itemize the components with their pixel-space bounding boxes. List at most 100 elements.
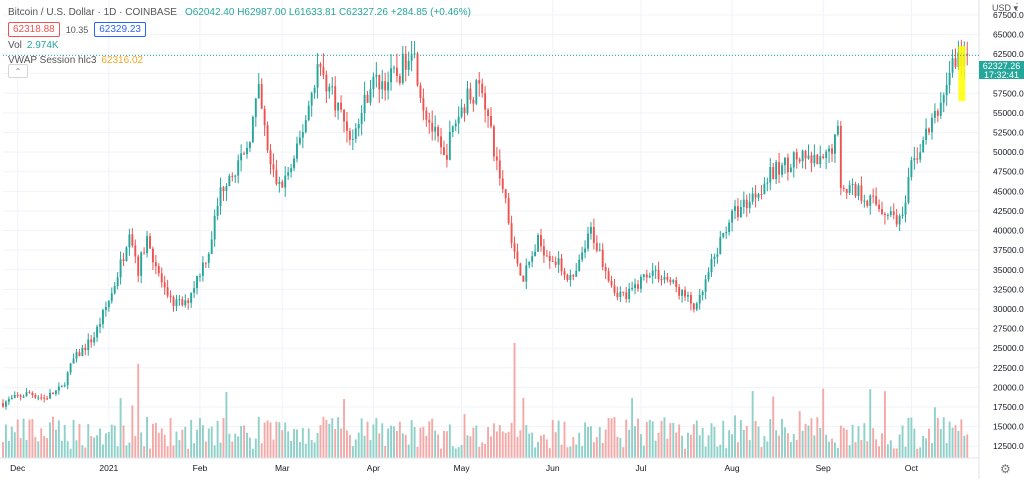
volume-bar bbox=[833, 442, 836, 458]
collapse-legend-button[interactable]: ⌃ bbox=[8, 64, 28, 78]
candle-body bbox=[54, 390, 57, 394]
volume-bar bbox=[93, 437, 96, 458]
candle-body bbox=[542, 246, 545, 256]
candle-body bbox=[807, 155, 810, 159]
candle-body bbox=[440, 136, 442, 148]
volume-bar bbox=[698, 435, 701, 458]
candle-body bbox=[137, 256, 140, 276]
candle-body bbox=[10, 397, 13, 400]
candle-body bbox=[675, 280, 678, 288]
candle-body bbox=[795, 152, 798, 160]
time-tick-label: Mar bbox=[275, 463, 290, 473]
price-tick-label: 20000.00 bbox=[993, 382, 1024, 392]
volume-bar bbox=[966, 434, 969, 458]
volume-bar bbox=[836, 447, 839, 458]
volume-bar bbox=[731, 434, 734, 458]
candle-body bbox=[725, 232, 728, 234]
volume-bar bbox=[131, 405, 134, 458]
volume-bar bbox=[704, 446, 707, 458]
candle-body bbox=[422, 98, 425, 111]
volume-bar bbox=[196, 429, 198, 458]
volume-bar bbox=[345, 430, 348, 458]
candle-body bbox=[490, 116, 492, 127]
volume-bar bbox=[881, 433, 883, 458]
candle-body bbox=[366, 94, 369, 103]
volume-bar bbox=[939, 429, 942, 458]
volume-bar bbox=[913, 428, 916, 458]
price-tick-label: 12500.00 bbox=[993, 441, 1024, 451]
volume-bar bbox=[19, 438, 22, 458]
candle-body bbox=[637, 284, 639, 289]
volume-bar bbox=[10, 426, 13, 458]
volume-bar bbox=[492, 423, 495, 458]
volume-bar bbox=[201, 425, 204, 458]
candle-body bbox=[143, 252, 146, 254]
candle-body bbox=[513, 243, 516, 252]
volume-bar bbox=[434, 430, 437, 458]
buy-price-button[interactable]: 62329.23 bbox=[94, 22, 146, 37]
candle-body bbox=[31, 392, 34, 396]
volume-bar bbox=[495, 431, 498, 458]
sell-price-button[interactable]: 62318.88 bbox=[8, 22, 60, 37]
candle-body bbox=[251, 116, 254, 143]
volume-bar bbox=[260, 443, 263, 458]
candle-body bbox=[578, 259, 581, 271]
volume-bar bbox=[119, 398, 122, 458]
volume-bar bbox=[866, 441, 869, 458]
volume-bar bbox=[760, 446, 763, 458]
volume-label[interactable]: Vol bbox=[8, 40, 22, 51]
volume-bar bbox=[825, 434, 828, 458]
volume-bar bbox=[534, 447, 537, 458]
volume-bar bbox=[622, 447, 625, 458]
gear-icon[interactable]: ⚙ bbox=[1000, 462, 1011, 476]
volume-bar bbox=[116, 446, 119, 458]
candle-body bbox=[716, 254, 719, 257]
candle-body bbox=[548, 256, 551, 261]
volume-bar bbox=[907, 417, 910, 458]
candle-body bbox=[322, 66, 325, 75]
candle-body bbox=[466, 88, 469, 114]
volume-bar bbox=[387, 428, 390, 458]
bar-countdown: 17:32:41 bbox=[983, 70, 1020, 80]
volume-bar bbox=[234, 433, 237, 458]
candle-body bbox=[204, 262, 207, 264]
volume-bar bbox=[107, 432, 110, 458]
volume-bar bbox=[248, 437, 251, 458]
volume-bar bbox=[390, 425, 393, 458]
candle-body bbox=[919, 152, 922, 160]
candle-body bbox=[516, 251, 519, 264]
candle-body bbox=[501, 178, 504, 190]
candle-body bbox=[475, 80, 478, 104]
candle-body bbox=[66, 372, 69, 386]
volume-bar bbox=[463, 414, 466, 458]
candle-body bbox=[728, 222, 731, 233]
volume-bar bbox=[542, 434, 545, 458]
candle-body bbox=[149, 236, 151, 249]
candle-body bbox=[889, 211, 892, 215]
candle-body bbox=[584, 248, 587, 253]
candle-body bbox=[49, 392, 51, 399]
volume-bar bbox=[763, 436, 766, 458]
candle-body bbox=[228, 175, 231, 186]
volume-bar bbox=[687, 432, 689, 458]
price-tick-label: 37500.00 bbox=[993, 245, 1024, 255]
candle-body bbox=[498, 160, 501, 179]
vwap-label[interactable]: VWAP Session hlc3 bbox=[8, 55, 97, 66]
candle-body bbox=[334, 86, 337, 111]
volume-bar bbox=[146, 416, 149, 458]
candle-body bbox=[213, 216, 216, 240]
volume-bar bbox=[351, 446, 354, 458]
scale-menu-icon[interactable]: ⋮ bbox=[1012, 2, 1022, 13]
candle-body bbox=[19, 395, 22, 397]
currency-selector[interactable]: USD ▾ bbox=[992, 3, 1019, 13]
symbol-title[interactable]: Bitcoin / U.S. Dollar · 1D · COINBASE bbox=[8, 7, 177, 18]
volume-bar bbox=[601, 442, 604, 458]
candle-body bbox=[401, 53, 404, 84]
candle-body bbox=[510, 223, 513, 244]
candle-body bbox=[166, 287, 169, 296]
price-tick-label: 27500.00 bbox=[993, 324, 1024, 334]
volume-bar bbox=[104, 433, 107, 458]
volume-bar bbox=[413, 427, 416, 458]
